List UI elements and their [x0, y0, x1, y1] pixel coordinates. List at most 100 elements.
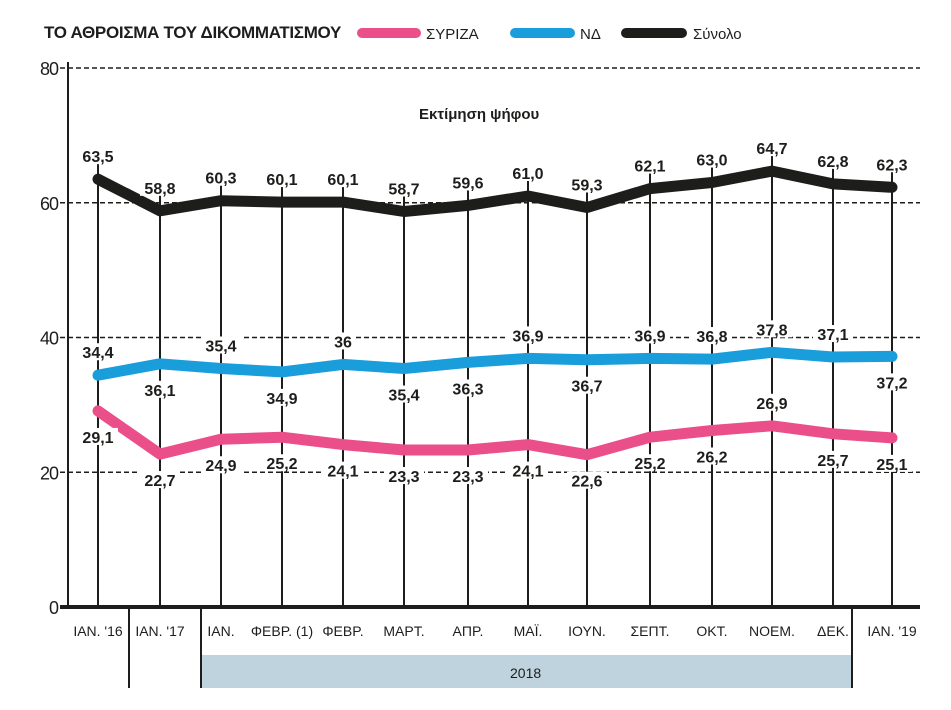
data-label: 36 — [334, 334, 352, 351]
data-label: 61,0 — [512, 166, 543, 183]
data-label-backdrop — [78, 343, 118, 361]
data-label-backdrop — [692, 447, 732, 465]
chart-title: ΤΟ ΑΘΡΟΙΣΜΑ ΤΟΥ ΔΙΚΟΜΜΑΤΙΣΜΟΥ — [44, 23, 342, 42]
x-tick-label: ΙΑΝ. '17 — [135, 623, 185, 639]
legend: ΣΥΡΙΖΑ ΝΔ Σύνολο — [357, 26, 742, 43]
y-axis: 0 20 40 60 80 — [40, 59, 920, 618]
year-band-label: 2018 — [510, 665, 541, 681]
data-label: 62,1 — [634, 159, 665, 176]
data-label-backdrop — [630, 326, 670, 344]
data-label-backdrop — [262, 170, 302, 188]
x-tick-label: ΙΑΝ. '19 — [867, 623, 917, 639]
data-label-backdrop — [508, 326, 548, 344]
data-label-backdrop — [692, 327, 732, 345]
data-label-backdrop — [384, 467, 424, 485]
data-label-backdrop — [752, 320, 792, 338]
legend-item-nd: ΝΔ — [510, 26, 601, 43]
chart-subtitle: Εκτίμηση ψήφου — [419, 106, 540, 123]
data-label-backdrop — [201, 456, 241, 474]
series-line-2 — [92, 165, 898, 217]
data-label: 34,9 — [266, 391, 297, 408]
data-label: 25,7 — [817, 453, 848, 470]
data-label-backdrop — [752, 139, 792, 157]
data-label-backdrop — [508, 461, 548, 479]
data-label-backdrop — [201, 336, 241, 354]
x-tick-label: ΜΑΪ. — [514, 623, 543, 639]
data-labels: 29,1 22,7 24,9 25,2 24,1 23,3 23,3 24,1 22,6 25,2… — [78, 139, 912, 491]
data-label-backdrop — [813, 325, 853, 343]
data-label: 35,4 — [388, 387, 419, 404]
y-tick-label: 20 — [40, 463, 59, 483]
data-label: 63,0 — [696, 153, 727, 170]
data-label: 62,8 — [817, 154, 848, 171]
data-label-backdrop — [201, 168, 241, 186]
data-label-backdrop — [140, 178, 180, 196]
legend-label-nd: ΝΔ — [580, 26, 601, 43]
data-label: 24,9 — [205, 458, 236, 475]
data-label: 26,2 — [696, 449, 727, 466]
data-label-backdrop — [262, 388, 302, 406]
data-label: 22,7 — [144, 473, 175, 490]
data-label-backdrop — [508, 164, 548, 182]
data-label: 36,9 — [634, 328, 665, 345]
data-label: 62,3 — [876, 157, 907, 174]
y-tick-label: 80 — [40, 59, 59, 79]
data-label-backdrop — [448, 173, 488, 191]
y-tick-label: 60 — [40, 194, 59, 214]
data-label: 36,9 — [512, 328, 543, 345]
data-label: 29,1 — [82, 430, 113, 447]
x-tick-label: ΟΚΤ. — [696, 623, 727, 639]
year-band: 2018 — [128, 607, 853, 688]
data-label: 59,6 — [452, 175, 483, 192]
data-label-backdrop — [872, 454, 912, 472]
data-label-backdrop — [813, 151, 853, 169]
data-label-backdrop — [78, 427, 118, 445]
data-label: 36,1 — [144, 383, 175, 400]
data-label-backdrop — [332, 332, 354, 350]
data-label-backdrop — [692, 150, 732, 168]
x-axis: ΙΑΝ. '16 ΙΑΝ. '17 ΙΑΝ. ΦΕΒΡ. (1) ΦΕΒΡ. ΜΑΡΤ. Α… — [73, 623, 917, 639]
data-label: 24,1 — [327, 464, 358, 481]
data-label-backdrop — [752, 393, 792, 411]
data-label-backdrop — [813, 450, 853, 468]
data-label: 35,4 — [205, 338, 236, 355]
data-label-backdrop — [78, 147, 118, 165]
data-label: 36,7 — [571, 379, 602, 396]
data-label: 37,1 — [817, 327, 848, 344]
gridlines — [60, 67, 920, 473]
data-label-backdrop — [872, 155, 912, 173]
data-label: 23,3 — [388, 469, 419, 486]
data-label: 64,7 — [756, 141, 787, 158]
x-tick-label: ΔΕΚ. — [817, 623, 849, 639]
data-label-backdrop — [384, 179, 424, 197]
x-tick-label: ΙΑΝ. '16 — [73, 623, 123, 639]
data-label: 25,2 — [266, 456, 297, 473]
legend-label-total: Σύνολο — [693, 26, 742, 43]
data-label-backdrop — [262, 454, 302, 472]
data-label-backdrop — [448, 379, 488, 397]
series-line-1 — [92, 346, 898, 381]
x-tick-label: ΦΕΒΡ. (1) — [251, 623, 313, 639]
series-lines — [92, 165, 898, 461]
data-label: 36,3 — [452, 381, 483, 398]
data-label: 58,8 — [144, 181, 175, 198]
legend-label-syriza: ΣΥΡΙΖΑ — [426, 26, 479, 43]
data-label: 25,1 — [876, 457, 907, 474]
data-label: 60,1 — [327, 172, 358, 189]
data-label-backdrop — [448, 467, 488, 485]
data-label: 24,1 — [512, 464, 543, 481]
data-label-backdrop — [323, 461, 363, 479]
data-label-backdrop — [630, 454, 670, 472]
data-label-backdrop — [140, 380, 180, 398]
data-label-backdrop — [384, 385, 424, 403]
data-label: 37,8 — [756, 322, 787, 339]
data-label-backdrop — [630, 156, 670, 174]
data-label-backdrop — [323, 170, 363, 188]
data-label-backdrop — [567, 471, 607, 489]
data-label: 63,5 — [82, 149, 113, 166]
legend-item-syriza: ΣΥΡΙΖΑ — [357, 26, 479, 43]
x-tick-label: ΝΟΕΜ. — [749, 623, 795, 639]
x-tick-label: ΙΟΥΝ. — [568, 623, 606, 639]
data-label-backdrop — [872, 373, 912, 391]
